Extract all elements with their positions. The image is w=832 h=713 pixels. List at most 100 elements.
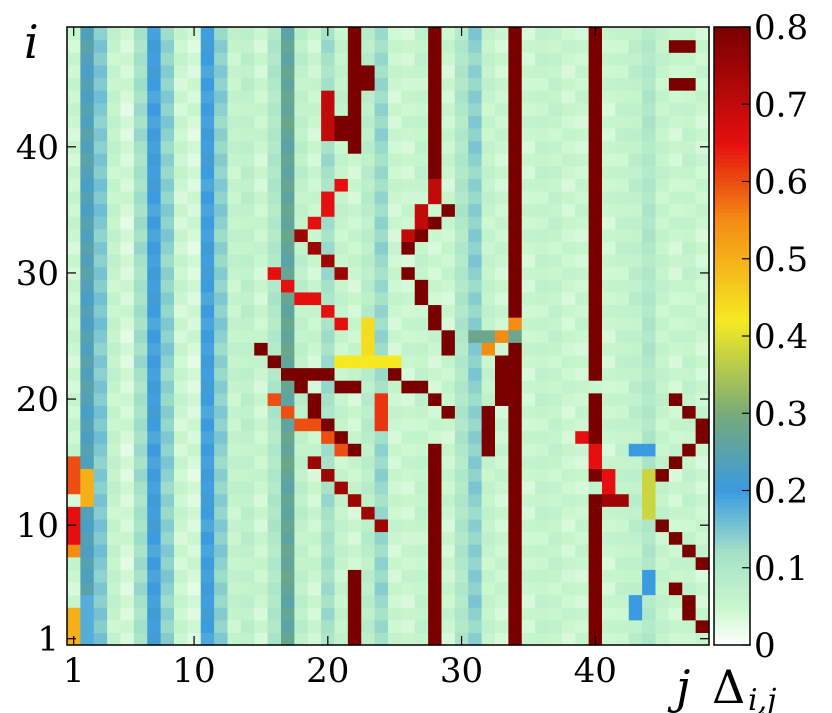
heatmap-cell [414,317,429,331]
colorbar-segment [714,390,750,395]
heatmap-cell [468,392,483,406]
heatmap-cell [107,115,122,129]
heatmap-cell [120,304,135,318]
heatmap-cell [401,544,416,558]
heatmap-cell [561,329,576,343]
heatmap-cell [414,354,429,369]
heatmap-cell [67,342,81,356]
heatmap-cell [682,228,697,243]
heatmap-cell [120,127,135,142]
heatmap-cell [615,619,630,633]
heatmap-cell [334,102,349,116]
heatmap-cell [642,417,657,432]
heatmap-cell [695,443,710,457]
heatmap-cell [401,430,416,444]
heatmap-cell [388,518,402,533]
heatmap-cell [294,291,309,306]
heatmap-cell [428,115,443,129]
heatmap-cell [281,291,295,306]
heatmap-cell [347,354,362,369]
heatmap-cell [401,52,416,66]
heatmap-cell [495,455,509,470]
heatmap-cell [93,203,108,217]
heatmap-cell [428,417,443,432]
heatmap-cell [334,531,349,545]
heatmap-cell [281,254,295,268]
heatmap-cell [602,493,616,507]
heatmap-cell [107,52,122,66]
heatmap-cell [682,481,697,495]
colorbar-segment [714,166,750,171]
heatmap-cell [682,165,697,179]
heatmap-cell [628,544,643,558]
heatmap-cell [240,544,255,558]
heatmap-cell [254,39,269,53]
heatmap-cell [508,594,523,608]
heatmap-cell [294,380,309,394]
colorbar-segment [714,486,750,492]
colorbar-segment [714,544,750,550]
heatmap-cell [615,254,630,268]
heatmap-cell [414,430,429,444]
heatmap-cell [374,115,389,129]
heatmap-cell [107,140,122,154]
heatmap-cell [347,52,362,66]
heatmap-cell [120,140,135,154]
heatmap-cell [602,140,616,154]
heatmap-cell [281,531,295,545]
heatmap-cell [174,27,188,41]
colorbar: 00.10.20.30.40.50.60.70.8Δ i,j [712,8,808,713]
heatmap-cell [307,367,322,381]
heatmap-cell [668,77,683,91]
heatmap-cell [307,493,322,507]
heatmap-cell [120,203,135,217]
heatmap-cell [481,506,496,520]
heatmap-cell [428,531,443,545]
heatmap-cell [521,329,536,343]
heatmap-cell [575,203,590,217]
heatmap-cell [682,556,697,570]
heatmap-cell [495,77,509,91]
heatmap-cell [548,291,563,306]
heatmap-cell [468,27,483,41]
heatmap-cell [160,430,175,444]
heatmap-cell [575,342,590,356]
heatmap-cell [147,367,162,381]
heatmap-cell [93,228,108,243]
heatmap-cell [347,556,362,570]
heatmap-cell [668,569,683,583]
heatmap-cell [214,468,229,482]
heatmap-cell [454,52,469,66]
heatmap-cell [147,90,162,104]
heatmap-cell [347,165,362,179]
heatmap-cell [388,544,402,558]
heatmap-cell [682,203,697,217]
heatmap-cell [147,77,162,91]
heatmap-cell [133,178,148,192]
heatmap-cell [120,115,135,129]
heatmap-cell [321,140,336,154]
heatmap-cell [214,569,229,583]
heatmap-cell [93,468,108,482]
heatmap-cell [227,241,242,255]
heatmap-cell [267,430,282,444]
heatmap-cell [428,64,443,79]
heatmap-cell [227,619,242,633]
heatmap-cell [508,405,523,419]
heatmap-cell [187,405,202,419]
heatmap-cell [642,619,657,633]
heatmap-cell [307,127,322,142]
heatmap-cell [361,77,376,91]
heatmap-cell [107,317,122,331]
heatmap-cell [133,27,148,41]
heatmap-cell [682,417,697,432]
heatmap-cell [682,266,697,280]
heatmap-cell [575,140,590,154]
heatmap-cell [361,619,376,633]
heatmap-cell [107,178,122,192]
heatmap-cell [615,127,630,142]
heatmap-cell [388,493,402,507]
colorbar-segment [714,254,750,260]
colorbar-segment [714,123,750,129]
heatmap-cell [321,493,336,507]
